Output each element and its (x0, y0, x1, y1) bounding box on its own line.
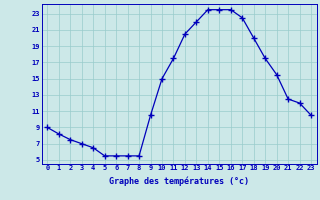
X-axis label: Graphe des températures (°c): Graphe des températures (°c) (109, 177, 249, 186)
